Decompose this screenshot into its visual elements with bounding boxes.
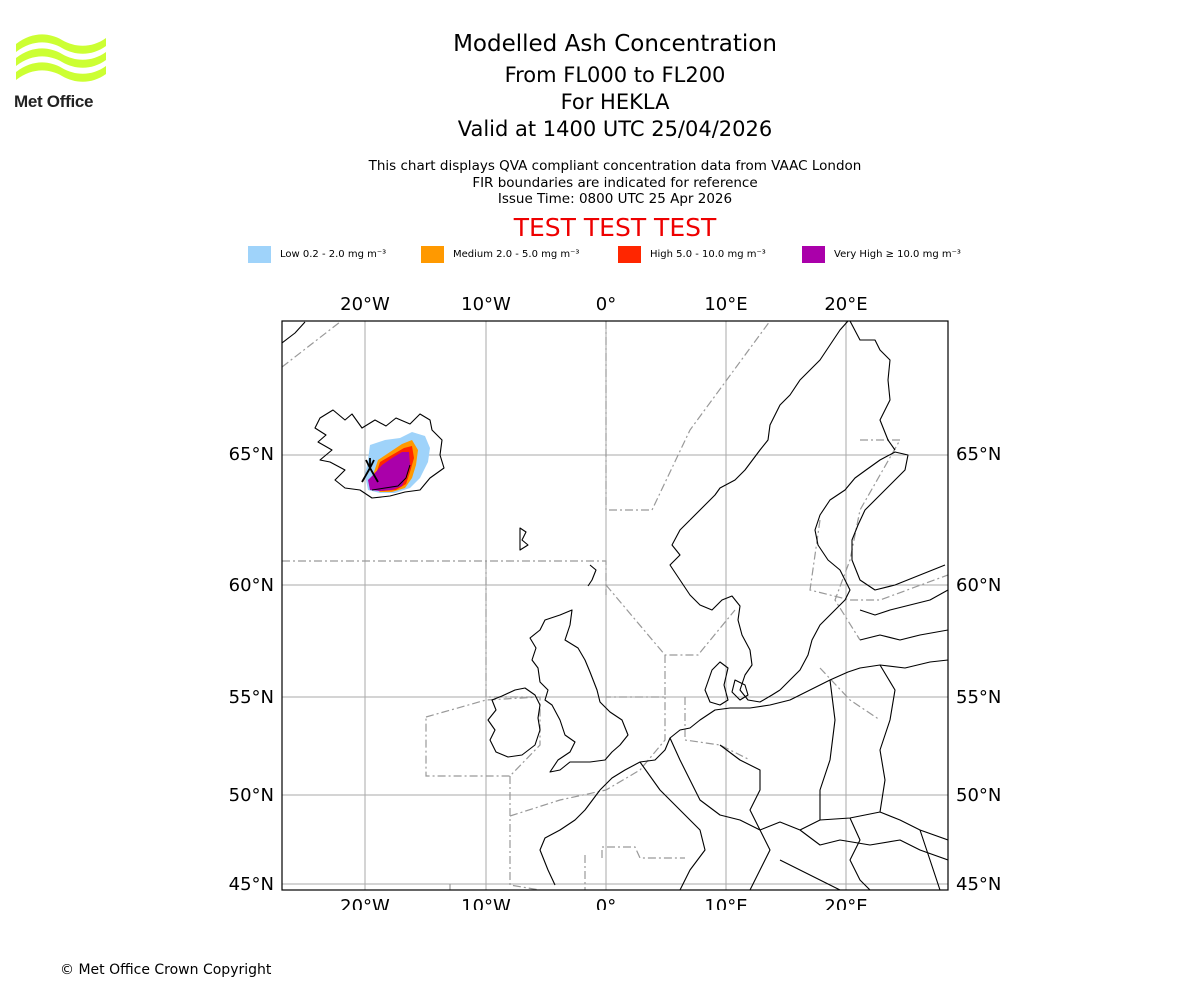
map-frame xyxy=(281,320,949,891)
flight-level-range: From FL000 to FL200 xyxy=(504,63,726,87)
lat-tick-right: 60°N xyxy=(956,575,1001,596)
lon-tick-top: 20°W xyxy=(340,294,390,315)
lat-tick-right: 50°N xyxy=(956,785,1001,806)
copyright: © Met Office Crown Copyright xyxy=(60,962,272,978)
lat-tick-left: 45°N xyxy=(229,874,274,895)
lat-tick-left: 55°N xyxy=(229,687,274,708)
lon-tick-bottom: 10°E xyxy=(704,896,747,910)
lat-tick-left: 65°N xyxy=(229,444,274,465)
map-background xyxy=(282,321,948,890)
lon-tick-top: 0° xyxy=(596,294,616,315)
volcano-name: For HEKLA xyxy=(560,90,670,114)
legend-label-very-high: Very High ≥ 10.0 mg m⁻³ xyxy=(834,248,961,260)
legend-item-very-high: Very High ≥ 10.0 mg m⁻³ xyxy=(802,244,961,264)
lat-tick-right: 55°N xyxy=(956,687,1001,708)
fir-boundaries xyxy=(282,321,948,890)
lat-tick-left: 60°N xyxy=(229,575,274,596)
test-banner: TEST TEST TEST xyxy=(513,213,717,242)
lon-tick-bottom: 0° xyxy=(596,896,616,910)
info-line-2: FIR boundaries are indicated for referen… xyxy=(472,175,758,191)
lat-tick-left: 50°N xyxy=(229,785,274,806)
volcano-icon xyxy=(361,458,379,483)
lon-tick-bottom: 20°E xyxy=(824,896,867,910)
legend-label-medium: Medium 2.0 - 5.0 mg m⁻³ xyxy=(453,248,580,260)
lat-tick-right: 45°N xyxy=(956,874,1001,895)
legend-swatch-medium xyxy=(421,245,444,263)
legend-item-medium: Medium 2.0 - 5.0 mg m⁻³ xyxy=(421,244,579,264)
legend: Low 0.2 - 2.0 mg m⁻³ Medium 2.0 - 5.0 mg… xyxy=(0,244,1200,264)
legend-item-high: High 5.0 - 10.0 mg m⁻³ xyxy=(618,244,766,264)
legend-swatch-very-high xyxy=(802,245,825,263)
chart-title: Modelled Ash Concentration xyxy=(453,31,777,57)
lon-tick-top: 10°E xyxy=(704,294,747,315)
coastlines xyxy=(282,321,948,890)
lon-tick-bottom: 10°W xyxy=(461,896,511,910)
legend-item-low: Low 0.2 - 2.0 mg m⁻³ xyxy=(248,244,386,264)
info-line-1: This chart displays QVA compliant concen… xyxy=(368,158,862,174)
logo-text: Met Office xyxy=(14,92,94,111)
valid-time: Valid at 1400 UTC 25/04/2026 xyxy=(457,117,773,141)
met-office-logo xyxy=(16,34,106,82)
legend-label-high: High 5.0 - 10.0 mg m⁻³ xyxy=(650,248,766,260)
legend-swatch-high xyxy=(618,245,641,263)
lat-tick-right: 65°N xyxy=(956,444,1001,465)
issue-time: Issue Time: 0800 UTC 25 Apr 2026 xyxy=(497,191,733,207)
legend-swatch-low xyxy=(248,245,271,263)
lon-tick-top: 20°E xyxy=(824,294,867,315)
lon-tick-top: 10°W xyxy=(461,294,511,315)
lon-tick-bottom: 20°W xyxy=(340,896,390,910)
ash-map: 20°W 10°W 0° 10°E 20°E 20°W 10°W 0° 10°E… xyxy=(229,294,1002,910)
legend-label-low: Low 0.2 - 2.0 mg m⁻³ xyxy=(280,248,387,260)
